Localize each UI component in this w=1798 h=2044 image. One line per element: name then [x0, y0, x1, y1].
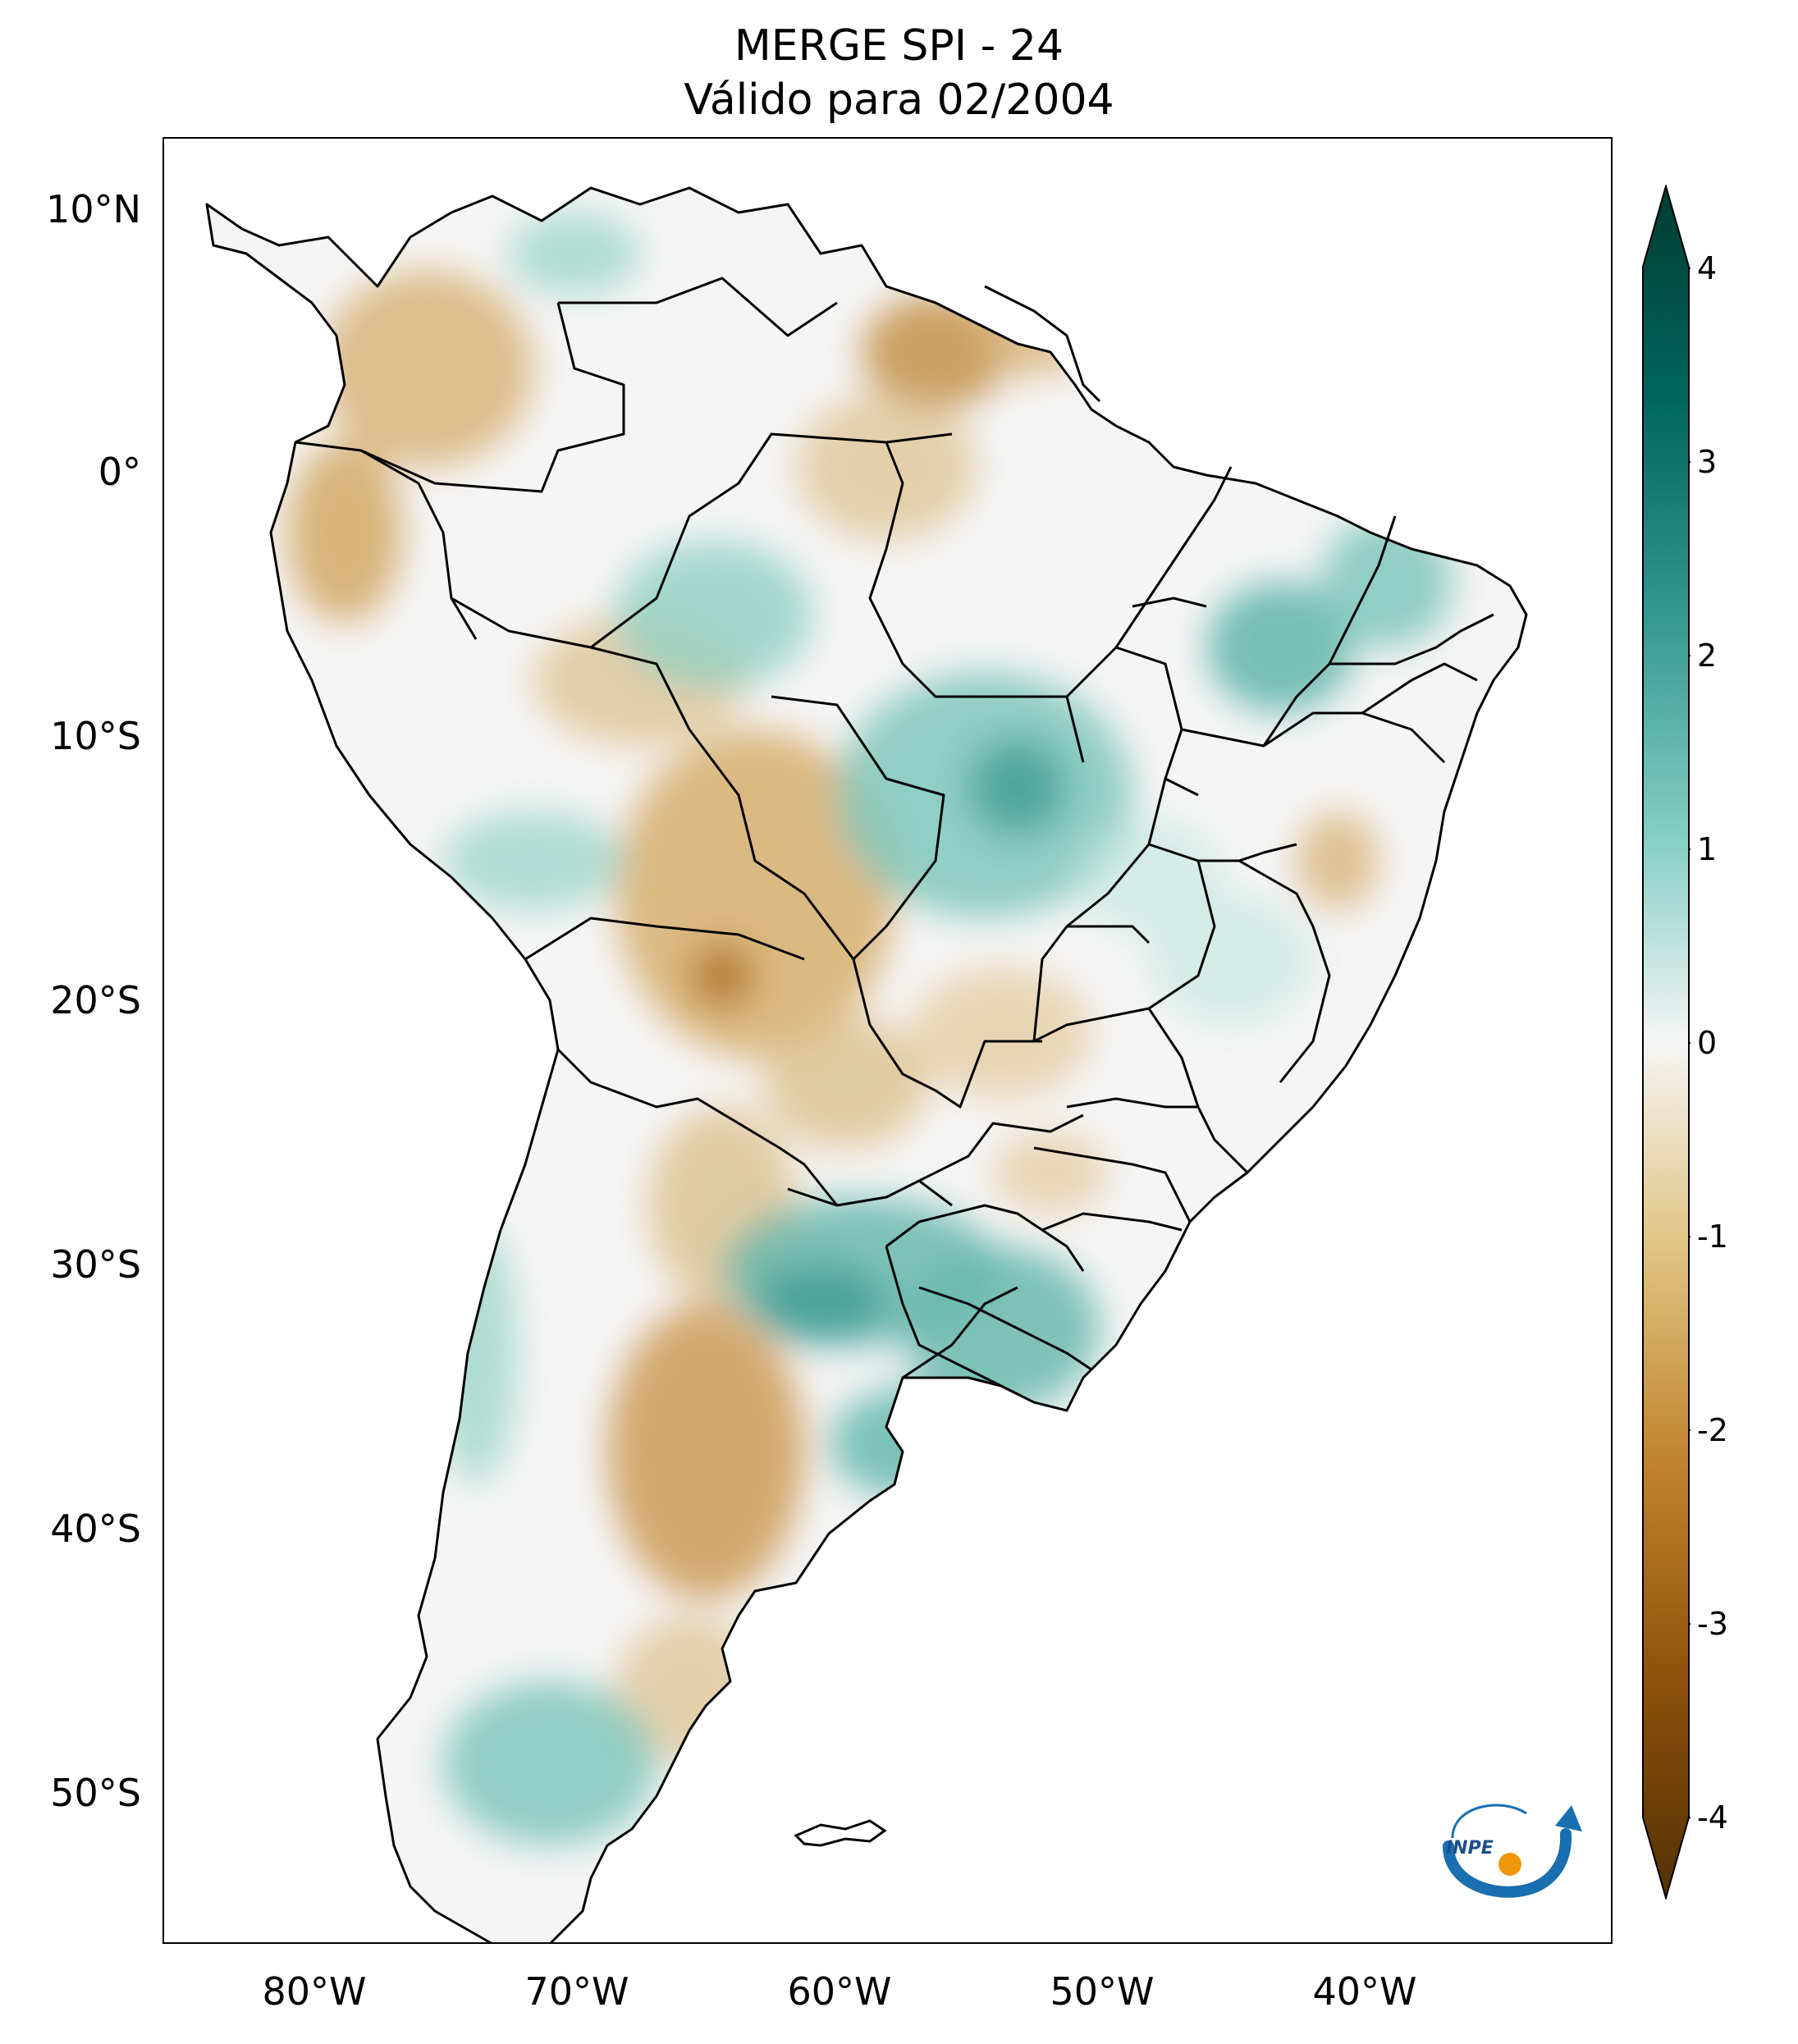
colorbar-tick-neg1: -1 [1697, 1219, 1728, 1255]
colorbar-tick-4: 4 [1697, 250, 1718, 286]
colorbar-tick-3: 3 [1697, 444, 1718, 480]
map-panel [162, 137, 1613, 1944]
colorbar-tick-neg4: -4 [1697, 1799, 1728, 1836]
lat-label-30s: 30°S [50, 1242, 141, 1287]
inpe-logo [1443, 1804, 1582, 1898]
inpe-logo-text: INPE [1446, 1838, 1494, 1859]
lat-label-40s: 40°S [50, 1507, 141, 1551]
political-borders [295, 277, 1494, 1396]
colorbar-body [1642, 185, 1690, 1900]
colorbar-tick-neg3: -3 [1697, 1606, 1728, 1642]
lon-label-60w: 60°W [787, 1969, 892, 2014]
map-subtitle: Válido para 02/2004 [684, 75, 1114, 125]
lat-label-50s: 50°S [50, 1771, 141, 1815]
lon-label-70w: 70°W [524, 1969, 629, 2014]
lat-label-10n: 10°N [46, 187, 141, 231]
colorbar-tick-1: 1 [1697, 831, 1718, 867]
colorbar-tick-2: 2 [1697, 638, 1718, 674]
lat-label-0: 0° [98, 450, 141, 494]
lon-label-80w: 80°W [262, 1969, 367, 2014]
falkland-islands [794, 1819, 887, 1847]
south-america-map [205, 186, 1528, 1942]
colorbar-tick-neg2: -2 [1697, 1412, 1728, 1448]
lon-label-40w: 40°W [1312, 1969, 1417, 2014]
colorbar-ticks [1689, 268, 1690, 1818]
map-title: MERGE SPI - 24 [734, 21, 1064, 71]
colorbar-tick-0: 0 [1697, 1025, 1718, 1061]
colorbar [1642, 185, 1690, 1900]
spi-field [207, 188, 1526, 1942]
lat-label-10s: 10°S [50, 714, 141, 758]
lat-label-20s: 20°S [50, 978, 141, 1022]
lon-label-50w: 50°W [1050, 1969, 1155, 2014]
